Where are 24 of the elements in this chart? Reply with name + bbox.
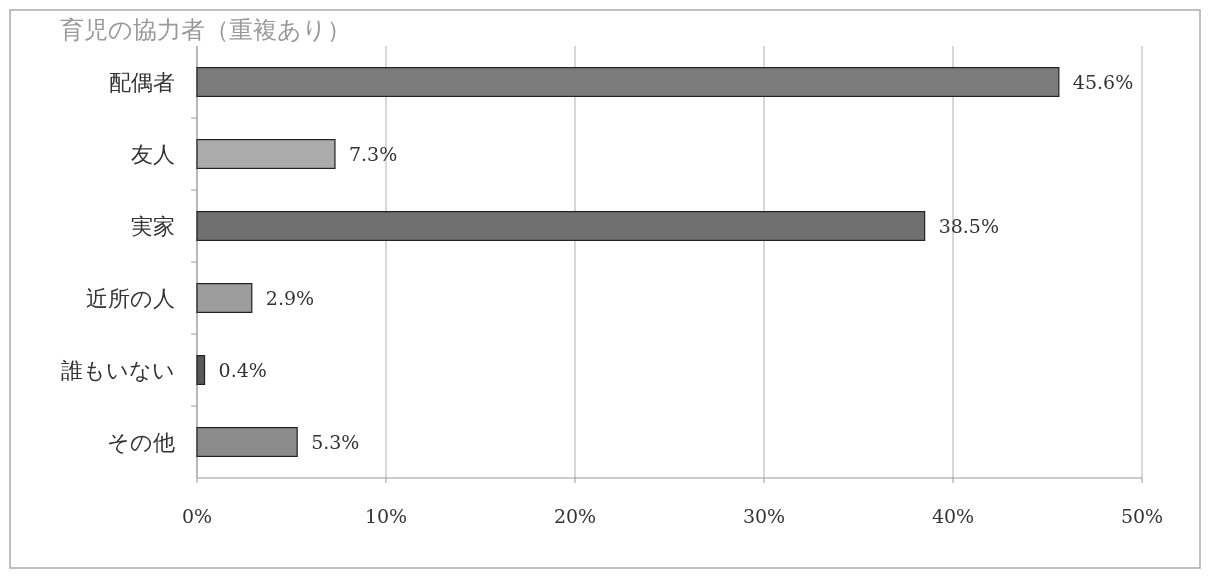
bar (196, 355, 206, 385)
data-label: 2.9% (265, 287, 315, 309)
chart-title: 育児の協力者（重複あり） (60, 16, 351, 44)
x-tick-label: 50% (1120, 505, 1164, 527)
y-tick-label: 誰もいない (61, 358, 175, 383)
x-tick-label: 30% (742, 505, 786, 527)
bar (196, 139, 336, 169)
data-label: 38.5% (938, 215, 1000, 237)
bar (196, 67, 1060, 97)
y-tick-label: 友人 (131, 142, 175, 167)
data-label: 0.4% (218, 359, 267, 381)
bar (196, 211, 926, 241)
x-tick-label: 40% (931, 505, 975, 527)
x-tick-label: 10% (364, 505, 408, 527)
x-tick-label: 0% (181, 505, 213, 527)
y-tick-label: その他 (107, 430, 175, 455)
bar (196, 427, 298, 457)
data-label: 45.6% (1072, 71, 1134, 93)
data-label: 7.3% (348, 143, 398, 165)
y-tick-label: 近所の人 (86, 286, 175, 311)
x-tick-label: 20% (553, 505, 597, 527)
data-label: 5.3% (311, 431, 360, 453)
y-tick-label: 実家 (131, 214, 175, 239)
y-tick-label: 配偶者 (109, 70, 175, 95)
